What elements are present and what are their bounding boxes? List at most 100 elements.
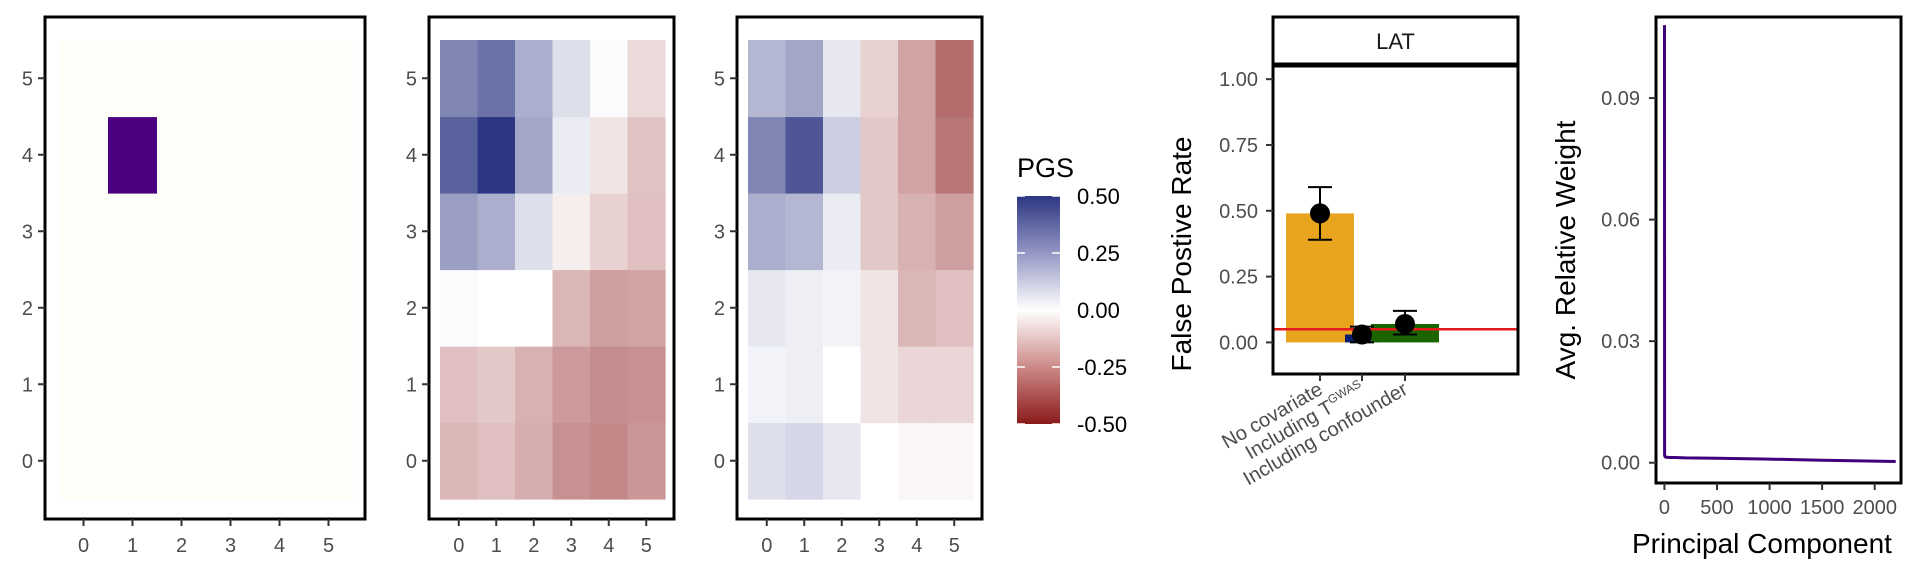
y-tick-label: 0.00 [1219,332,1258,354]
heatmap-cell [59,116,109,194]
heatmap-cell [515,40,554,118]
heatmap-cell [304,193,354,271]
heatmap-cell [108,346,158,424]
heatmap-cell [785,116,824,194]
y-tick-label: 0 [406,451,417,473]
heatmap-cell [823,40,862,118]
heatmap-1-frame [43,15,367,521]
line-marks [1663,25,1896,463]
y-tick-label: 1 [714,374,725,396]
heatmap-cell [255,346,305,424]
y-tick-label: 5 [406,68,417,90]
legend-tick-label: 0.25 [1077,241,1120,266]
heatmap-cell [255,422,305,500]
line-chart-frame [1654,15,1903,485]
x-tick-label: 0 [1659,497,1670,519]
heatmap-cell [590,193,629,271]
heatmap-cell [206,422,256,500]
x-tick-label: 1 [491,535,502,557]
heatmap-cell [255,193,305,271]
heatmap-cell [552,422,591,500]
heatmap-cell [59,346,109,424]
heatmap-cell [157,193,207,271]
x-tick-label: 1500 [1800,497,1845,519]
y-tick-label: 4 [406,145,417,167]
heatmap-cell [515,269,554,347]
pgs-legend: PGS 0.50 0.25 0.00 -0.25 -0.50 [1017,153,1127,437]
y-tick-label: 3 [406,221,417,243]
heatmap-cell [515,116,554,194]
heatmap-cell [898,269,937,347]
heatmap-cell [157,269,207,347]
heatmap-cell [898,346,937,424]
legend-tick-label: -0.25 [1077,355,1127,380]
heatmap-cell [552,40,591,118]
heatmap-cell [255,269,305,347]
heatmap-cell [477,40,516,118]
heatmap-cell [59,269,109,347]
y-tick-label: 5 [22,68,33,90]
y-tick-label: 1 [406,374,417,396]
legend-ticks: 0.50 0.25 0.00 -0.25 -0.50 [1017,184,1127,437]
heatmap-cell [627,116,666,194]
heatmap-cell [515,193,554,271]
x-tick-label: 5 [641,535,652,557]
x-tick-label: 4 [603,535,614,557]
line-chart-panel: 0.00 0.03 0.06 0.09 0 500 1000 1500 2000 Avg. Re… [1550,15,1903,559]
heatmap-cell [748,193,787,271]
x-tick-label: 1000 [1747,497,1792,519]
y-tick-label: 3 [714,221,725,243]
heatmap-cell [935,193,974,271]
heatmap-3-cells [748,40,974,500]
y-tick-label: 0.25 [1219,267,1258,289]
heatmap-cell [108,40,158,118]
heatmap-cell [59,40,109,118]
heatmap-cell [935,116,974,194]
heatmap-cell [590,116,629,194]
heatmap-cell [785,346,824,424]
heatmap-cell [157,116,207,194]
y-tick-label: 1 [22,374,33,396]
heatmap-cell [860,193,899,271]
x-tick-label: 0 [78,535,89,557]
heatmap-panel-2: 0 1 2 3 4 5 0 1 2 3 4 5 [406,15,676,557]
heatmap-cell [627,40,666,118]
heatmap-cell [304,422,354,500]
heatmap-cell [515,346,554,424]
heatmap-cell [860,116,899,194]
y-tick-label: 1.00 [1219,69,1258,91]
x-tick-label: 3 [566,535,577,557]
heatmap-cell [898,193,937,271]
heatmap-cell [935,269,974,347]
heatmap-cell [627,269,666,347]
heatmap-1-ticks: 0 1 2 3 4 5 0 1 2 3 4 5 [22,68,334,557]
bar-chart-frame [1271,64,1520,376]
y-tick-label: 0.00 [1601,453,1640,475]
heatmap-panel-3: 0 1 2 3 4 5 0 1 2 3 4 5 [714,15,984,557]
heatmap-cell [108,116,158,194]
point-estimate [1352,324,1372,345]
y-tick-label: 0.03 [1601,331,1640,353]
heatmap-cell [206,40,256,118]
x-tick-label: 3 [225,535,236,557]
x-tick-label: 1 [799,535,810,557]
heatmap-cell [823,193,862,271]
legend-tick-label: 0.00 [1077,298,1120,323]
heatmap-cell [590,40,629,118]
y-tick-label: 2 [406,298,417,320]
heatmap-cell [477,346,516,424]
y-tick-label: 2 [714,298,725,320]
heatmap-3-frame [735,15,984,521]
y-tick-label: 3 [22,221,33,243]
heatmap-cell [440,422,479,500]
heatmap-cell [206,116,256,194]
heatmap-cell [823,116,862,194]
heatmap-cell [627,193,666,271]
x-tick-label: 500 [1700,497,1733,519]
x-tick-label: 0 [761,535,772,557]
point-estimate [1395,313,1415,334]
heatmap-cell [748,116,787,194]
heatmap-cell [255,116,305,194]
heatmap-cell [823,346,862,424]
